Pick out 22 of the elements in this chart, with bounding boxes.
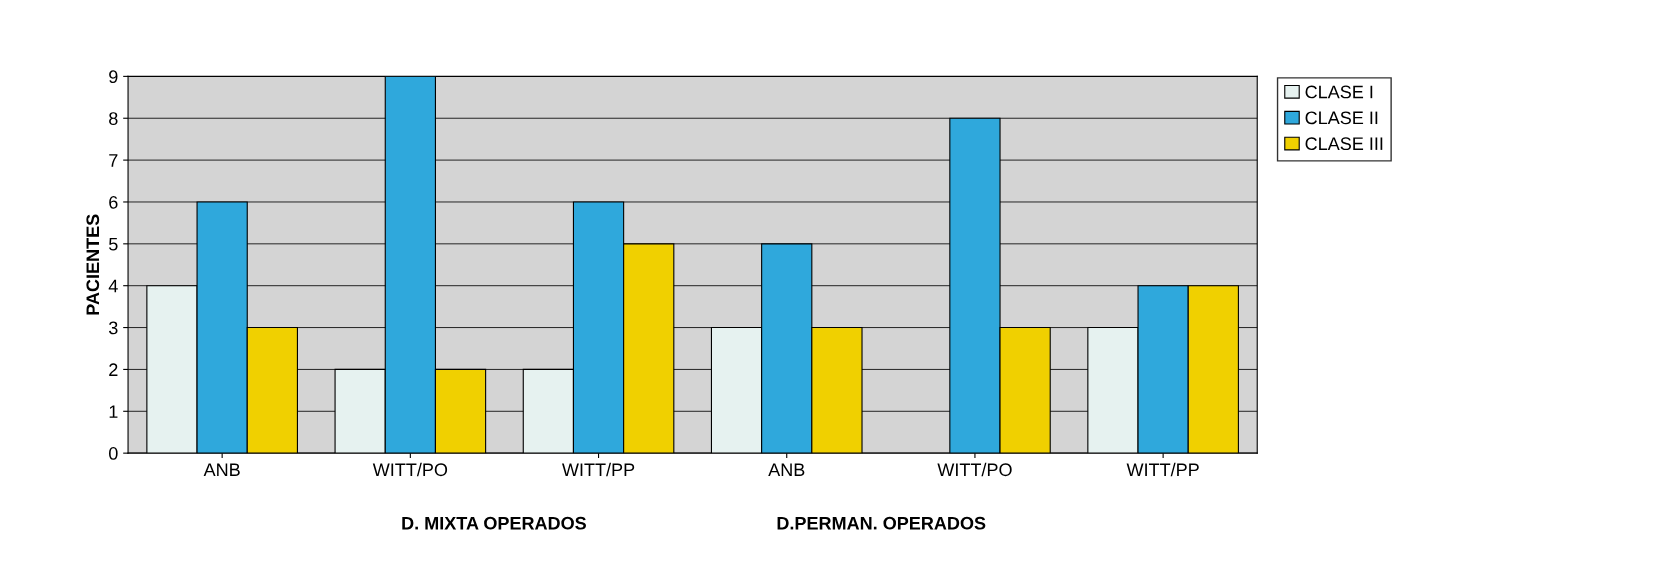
y-tick-label: 0 [108, 447, 118, 460]
y-tick-label: 7 [109, 154, 118, 167]
y-tick-label: 8 [109, 112, 118, 125]
y-tick-label: 4 [108, 279, 118, 293]
x-tick-label: ANB [768, 463, 805, 476]
text: D. MIXTA OPERADOS [402, 516, 586, 530]
y-tick-label: 2 [109, 363, 118, 376]
x-tick-label: ANB [203, 463, 240, 476]
y-tick-label: 6 [109, 195, 118, 209]
y-tick-label: 1 [109, 405, 118, 418]
x-tick-label: WITT/PO [372, 462, 448, 477]
legend-label: CLASE I [1305, 85, 1373, 99]
y-axis-title: PACIENTES [86, 214, 100, 315]
y-tick-label: 9 [109, 70, 118, 84]
text: D.PERMAN. OPERADOS [777, 516, 986, 530]
legend-label: CLASE II [1305, 111, 1378, 125]
y-tick-label: 5 [109, 237, 118, 251]
legend-label: CLASE III [1305, 137, 1383, 151]
x-tick-label: WITT/PP [1126, 462, 1199, 477]
x-tick-label: WITT/PP [562, 462, 635, 477]
y-tick-label: 3 [108, 321, 118, 335]
x-tick-label: WITT/PO [937, 462, 1012, 477]
